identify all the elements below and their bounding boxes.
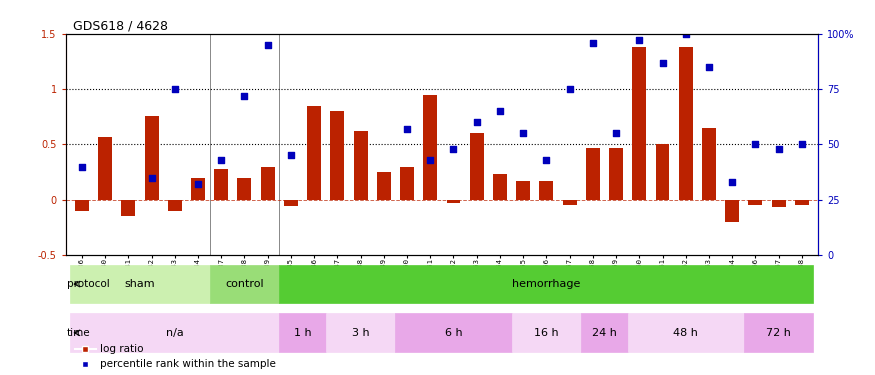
Bar — [279, 314, 326, 352]
Text: hemorrhage: hemorrhage — [512, 279, 581, 289]
Point — [748, 141, 762, 147]
Bar — [748, 200, 762, 205]
Bar — [516, 181, 530, 200]
Point — [586, 40, 600, 46]
Text: 72 h: 72 h — [766, 328, 791, 338]
Point — [237, 93, 251, 99]
Text: 6 h: 6 h — [444, 328, 462, 338]
Point — [679, 31, 693, 37]
Bar — [284, 200, 298, 206]
Bar — [586, 148, 599, 200]
Point — [261, 42, 275, 48]
Bar — [424, 94, 438, 200]
Bar — [744, 314, 814, 352]
Bar — [609, 148, 623, 200]
Bar — [400, 166, 414, 200]
Point — [794, 141, 808, 147]
Bar — [377, 172, 391, 200]
Point — [470, 119, 484, 125]
Bar — [633, 47, 647, 200]
Point — [144, 175, 158, 181]
Bar — [98, 136, 112, 200]
Bar — [539, 181, 553, 200]
Bar — [331, 111, 345, 200]
Bar — [772, 200, 786, 207]
Point — [424, 157, 438, 163]
Point — [493, 108, 507, 114]
Text: 48 h: 48 h — [673, 328, 698, 338]
Point — [655, 60, 669, 66]
Bar — [627, 314, 744, 352]
Point — [98, 0, 112, 4]
Point — [284, 152, 298, 158]
Bar — [354, 131, 367, 200]
Bar — [581, 314, 627, 352]
Text: sham: sham — [124, 279, 155, 289]
Bar — [563, 200, 577, 205]
Point — [354, 13, 367, 19]
Bar — [326, 314, 396, 352]
Bar — [512, 314, 581, 352]
Text: time: time — [66, 328, 90, 338]
Bar — [725, 200, 739, 222]
Point — [75, 164, 89, 170]
Point — [725, 179, 739, 185]
Point — [609, 130, 623, 136]
Point — [400, 126, 414, 132]
Point — [516, 130, 530, 136]
Bar — [279, 265, 814, 303]
Bar — [75, 200, 89, 211]
Bar — [493, 174, 507, 200]
Point — [563, 86, 577, 92]
Text: control: control — [225, 279, 263, 289]
Bar — [470, 134, 484, 200]
Bar — [210, 265, 279, 303]
Bar — [307, 106, 321, 200]
Bar — [70, 265, 210, 303]
Bar — [702, 128, 716, 200]
Point — [191, 181, 205, 187]
Bar — [794, 200, 808, 205]
Bar — [237, 178, 251, 200]
Bar — [679, 47, 693, 200]
Point — [772, 146, 786, 152]
Bar — [191, 178, 205, 200]
Point — [377, 20, 391, 26]
Bar — [261, 166, 275, 200]
Bar — [122, 200, 136, 216]
Bar — [655, 144, 669, 200]
Bar — [144, 116, 158, 200]
Text: n/a: n/a — [166, 328, 184, 338]
Point — [168, 86, 182, 92]
Bar — [446, 200, 460, 203]
Bar — [396, 314, 512, 352]
Text: 16 h: 16 h — [534, 328, 559, 338]
Point — [702, 64, 716, 70]
Text: 3 h: 3 h — [352, 328, 369, 338]
Legend: log ratio, percentile rank within the sample: log ratio, percentile rank within the sa… — [71, 340, 280, 374]
Point — [633, 38, 647, 44]
Point — [539, 157, 553, 163]
Text: 24 h: 24 h — [592, 328, 617, 338]
Point — [214, 157, 228, 163]
Bar — [168, 200, 182, 211]
Bar — [214, 169, 228, 200]
Text: protocol: protocol — [66, 279, 109, 289]
Text: 1 h: 1 h — [294, 328, 311, 338]
Text: GDS618 / 4628: GDS618 / 4628 — [74, 20, 168, 33]
Bar — [70, 314, 279, 352]
Point — [446, 146, 460, 152]
